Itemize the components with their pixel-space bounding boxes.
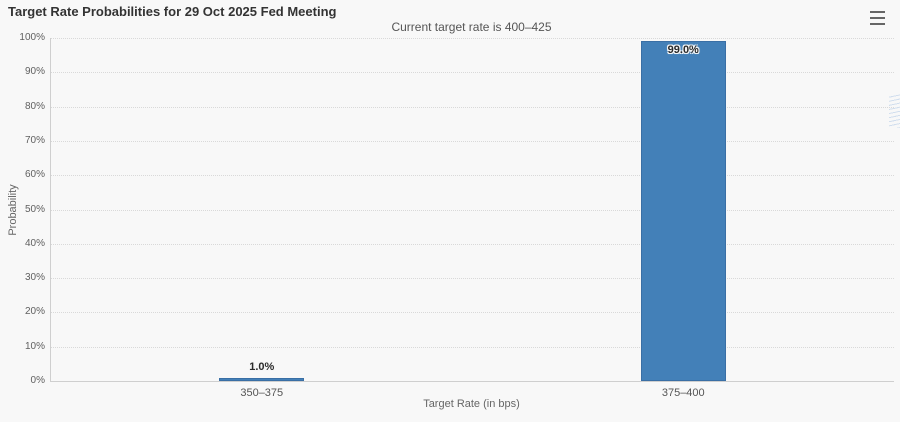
y-axis-tick-label: 30% bbox=[24, 272, 45, 284]
gridline bbox=[51, 175, 894, 177]
chart-context-menu-button[interactable] bbox=[866, 8, 890, 28]
hamburger-icon bbox=[870, 11, 885, 13]
gridline bbox=[51, 106, 894, 108]
y-axis-tick-label: 50% bbox=[24, 203, 45, 215]
y-axis-tick-label: 90% bbox=[24, 66, 45, 78]
y-axis-tick-label: 80% bbox=[24, 100, 45, 112]
gridline bbox=[51, 312, 894, 314]
chart-subtitle: Current target rate is 400–425 bbox=[391, 20, 552, 34]
y-axis-tick-label: 40% bbox=[24, 237, 45, 249]
q-speedlines-icon bbox=[889, 94, 900, 128]
x-axis-tick-label: 350–375 bbox=[240, 387, 284, 399]
plot-area: Q 0%10%20%30%40%50%60%70%80%90%100%1.0%3… bbox=[19, 33, 900, 399]
x-axis-title: Target Rate (in bps) bbox=[423, 398, 520, 410]
gridline bbox=[51, 243, 894, 245]
gridline bbox=[51, 209, 894, 211]
probability-bar[interactable] bbox=[219, 378, 304, 381]
hamburger-icon bbox=[870, 23, 885, 25]
chart-title: Target Rate Probabilities for 29 Oct 202… bbox=[8, 4, 337, 19]
x-axis-tick-label: 375–400 bbox=[661, 387, 705, 399]
y-axis-tick-label: 60% bbox=[24, 169, 45, 181]
y-axis-tick-label: 70% bbox=[24, 134, 45, 146]
gridline bbox=[51, 346, 894, 348]
bar-value-label: 99.0% bbox=[667, 44, 699, 56]
gridline bbox=[51, 140, 894, 142]
y-axis-tick-label: 100% bbox=[19, 32, 45, 43]
y-axis-tick-label: 10% bbox=[24, 340, 45, 352]
gridline bbox=[51, 278, 894, 280]
y-axis-tick-label: 0% bbox=[30, 375, 45, 386]
probability-bar[interactable] bbox=[641, 41, 726, 381]
gridline bbox=[51, 38, 894, 39]
bar-value-label: 1.0% bbox=[249, 361, 275, 373]
gridline bbox=[51, 72, 894, 74]
y-axis-tick-label: 20% bbox=[24, 306, 45, 318]
hamburger-icon bbox=[870, 17, 885, 19]
